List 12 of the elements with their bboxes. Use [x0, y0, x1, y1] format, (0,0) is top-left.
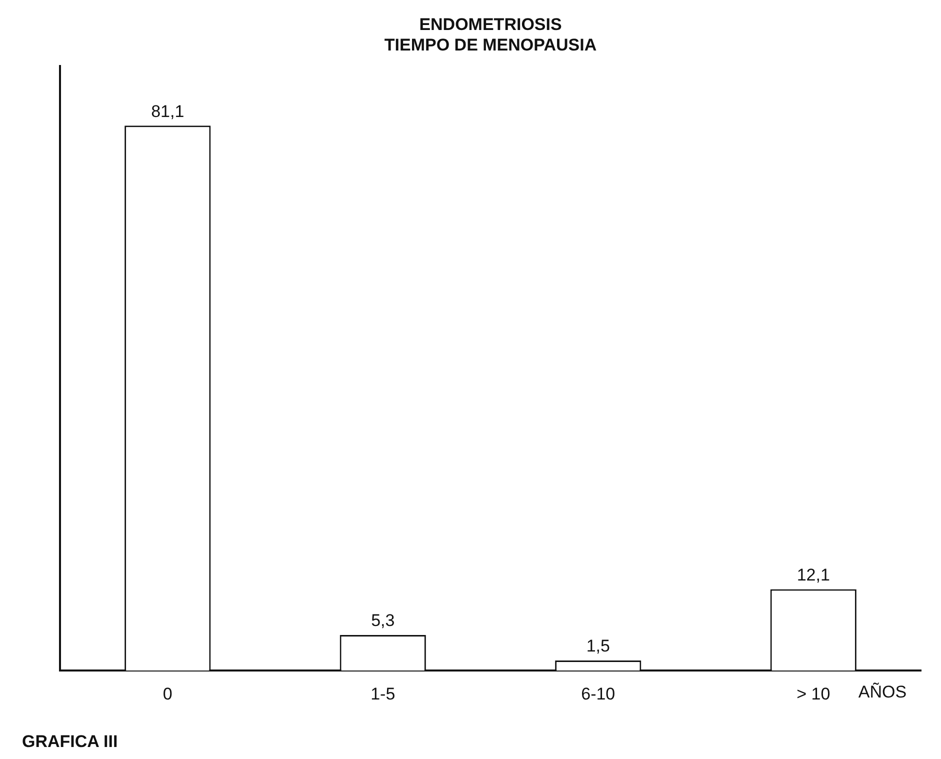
x-tick-label: > 10	[796, 684, 830, 704]
data-label: 81,1	[151, 102, 184, 121]
x-tick-label: 0	[162, 684, 172, 704]
x-tick-label: 1-5	[370, 684, 396, 704]
chart-title: ENDOMETRIOSIS	[419, 14, 562, 34]
text: GRAFICA III	[22, 732, 118, 752]
data-label: 1,5	[586, 636, 610, 656]
chart-subtitle: TIEMPO DE MENOPAUSIA	[384, 35, 597, 54]
x-tick-label: 6-10	[581, 684, 616, 704]
data-label: 5,3	[371, 611, 395, 630]
x-axis-title: AÑOS	[858, 682, 907, 702]
data-label: 12,1	[796, 565, 830, 584]
